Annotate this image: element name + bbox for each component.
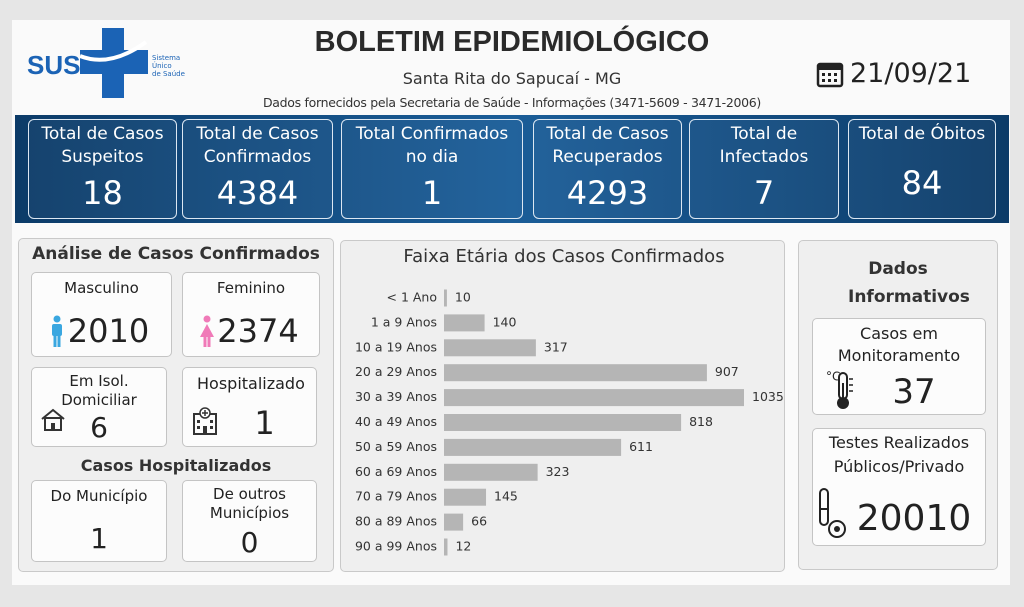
logo-cross <box>80 28 148 98</box>
panel-title: Dados Informativos <box>848 259 970 307</box>
value-label: 12 <box>455 539 471 554</box>
card-label: Hospitalizado <box>197 374 305 393</box>
bar <box>444 414 682 431</box>
kpi-label: Total Confirmados no dia <box>355 124 509 167</box>
card: Casos em Monitoramento 37 °C <box>812 318 986 415</box>
kpi-card: Total de Casos Suspeitos 18 <box>28 119 177 219</box>
panel-title: Análise de Casos Confirmados <box>32 244 320 264</box>
bar <box>444 289 447 307</box>
bar <box>444 538 448 556</box>
test-tube-icon <box>819 488 846 538</box>
calendar-icon <box>816 62 844 88</box>
age-chart: Faixa Etária dos Casos Confirmados < 1 A… <box>355 246 784 556</box>
kpi-card: Total de Infectados 7 <box>689 119 839 219</box>
category-label: 90 a 99 Anos <box>355 539 437 554</box>
value-label: 10 <box>455 290 471 305</box>
category-label: 40 a 49 Anos <box>355 414 437 429</box>
card-value: 6 <box>90 411 108 444</box>
card: Masculino 2010 <box>31 272 172 357</box>
value-label: 1035 <box>752 389 784 404</box>
kpi-card: Total de Óbitos 84 <box>848 119 996 219</box>
card-label: Do Município <box>50 487 148 505</box>
thermometer-icon: °C <box>826 370 853 409</box>
category-label: < 1 Ano <box>387 290 438 305</box>
card: Em Isol. Domiciliar 6 <box>31 367 167 447</box>
logo-caption: Único <box>152 62 172 70</box>
category-label: 70 a 79 Anos <box>355 489 437 504</box>
kpi-label: Total de Casos Suspeitos <box>41 124 164 167</box>
source: Dados fornecidos pela Secretaria de Saúd… <box>262 95 762 110</box>
value-label: 818 <box>689 414 713 429</box>
logo-text: SUS <box>27 50 81 80</box>
card-label: Masculino <box>64 279 139 297</box>
card: Testes Realizados Públicos/Privado 20010 <box>812 428 986 546</box>
card-label: Testes Realizados Públicos/Privado <box>828 433 970 476</box>
house-icon <box>41 408 65 431</box>
category-label: 30 a 39 Anos <box>355 389 437 404</box>
card-value: 1 <box>254 404 275 442</box>
category-label: 60 a 69 Anos <box>355 464 437 479</box>
card: Do Município 1 <box>31 480 167 562</box>
bar <box>444 389 744 407</box>
kpi-label: Total de Infectados <box>719 124 809 167</box>
kpi-value: 4293 <box>566 174 649 212</box>
bar <box>444 364 707 382</box>
logo-caption: de Saúde <box>152 70 185 78</box>
value-label: 317 <box>544 339 568 354</box>
category-label: 10 a 19 Anos <box>355 339 437 354</box>
category-label: 50 a 59 Anos <box>355 439 437 454</box>
category-label: 20 a 29 Anos <box>355 364 437 379</box>
card: De outros Municípios 0 <box>182 480 317 562</box>
card-value: 2010 <box>67 312 150 350</box>
value-label: 323 <box>546 464 570 479</box>
kpi-value: 4384 <box>216 174 299 212</box>
card-label: Em Isol. Domiciliar <box>61 372 137 409</box>
value-label: 66 <box>471 514 487 529</box>
category-label: 80 a 89 Anos <box>355 514 437 529</box>
bar <box>444 488 487 506</box>
title: BOLETIM EPIDEMIOLÓGICO <box>314 26 710 58</box>
bar <box>444 513 464 531</box>
bar <box>444 314 485 332</box>
value-label: 140 <box>493 314 517 329</box>
kpi-band <box>15 115 1009 223</box>
kpi-value: 7 <box>753 174 775 212</box>
chart-title: Faixa Etária dos Casos Confirmados <box>403 246 724 267</box>
female-icon <box>200 315 214 347</box>
card-label: Casos em Monitoramento <box>837 324 961 365</box>
kpi-card: Total de Casos Confirmados 4384 <box>182 119 333 219</box>
date: 21/09/21 <box>850 58 972 89</box>
kpi-card: Total de Casos Recuperados 4293 <box>533 119 682 219</box>
bar <box>444 463 538 481</box>
card: Hospitalizado 1 <box>182 367 317 447</box>
kpi-value: 84 <box>901 164 943 202</box>
card-value: 37 <box>892 372 936 412</box>
kpi-label: Total de Casos Confirmados <box>196 124 319 167</box>
logo-caption: Sistema <box>152 54 181 62</box>
card-value: 0 <box>240 526 259 559</box>
card-value: 20010 <box>856 498 972 539</box>
card-value: 2374 <box>217 312 299 350</box>
male-icon <box>52 315 62 347</box>
card-label: Feminino <box>216 279 286 297</box>
kpi-label: Total de Óbitos <box>858 124 986 144</box>
card-value: 1 <box>90 522 108 555</box>
svg-text:°C: °C <box>826 370 840 384</box>
section-title: Casos Hospitalizados <box>80 456 272 475</box>
kpi-value: 18 <box>82 174 123 212</box>
bar <box>444 438 622 456</box>
hospital-icon <box>193 407 217 435</box>
kpi-value: 1 <box>421 174 443 212</box>
card-label: De outros Municípios <box>209 485 290 522</box>
category-label: 1 a 9 Anos <box>371 314 437 329</box>
value-label: 611 <box>629 439 653 454</box>
kpi-label: Total de Casos Recuperados <box>546 124 669 167</box>
value-label: 145 <box>494 489 518 504</box>
bar <box>444 339 536 357</box>
value-label: 907 <box>715 364 739 379</box>
kpi-card: Total Confirmados no dia 1 <box>341 119 523 219</box>
card: Feminino 2374 <box>182 272 320 357</box>
subtitle: Santa Rita do Sapucaí - MG <box>402 69 622 88</box>
